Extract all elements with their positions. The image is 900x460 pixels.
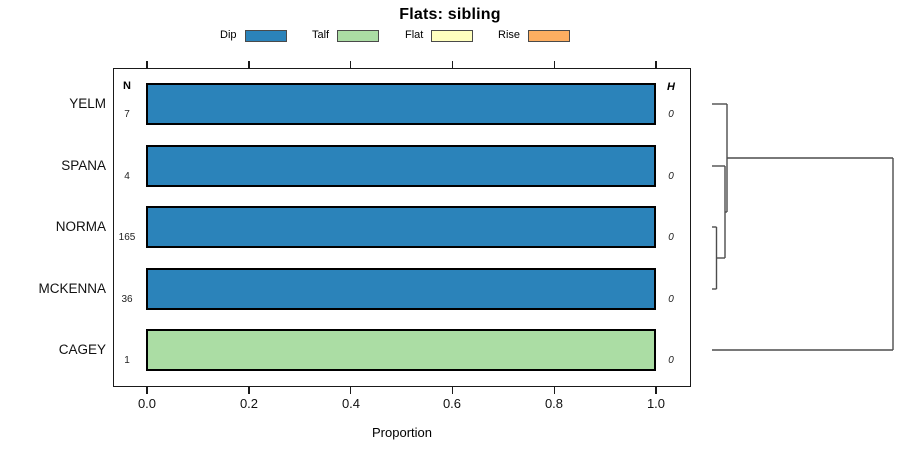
x-axis-title: Proportion [372, 425, 432, 440]
n-column-header: N [123, 80, 131, 92]
legend-swatch-dip [244, 29, 287, 42]
bar-spana [146, 145, 656, 187]
x-tick-label-3: 0.6 [442, 396, 462, 411]
bar-segment-talf [148, 331, 654, 369]
bottom-tick-1 [248, 387, 250, 394]
top-tick-4 [553, 61, 555, 68]
legend-item-rise: Rise [498, 28, 571, 43]
legend-label-talf: Talf [312, 29, 330, 41]
bar-segment-dip [148, 208, 654, 246]
row-label-mckenna: MCKENNA [38, 281, 106, 296]
top-tick-5 [655, 61, 657, 68]
h-value-spana: 0 [668, 171, 674, 182]
top-tick-2 [349, 61, 352, 68]
legend-label-flat: Flat [405, 29, 424, 41]
plot-area [113, 68, 691, 387]
legend-label-dip: Dip [220, 29, 237, 41]
bar-segment-dip [148, 147, 654, 185]
bar-yelm [146, 83, 656, 125]
chart-title: Flats: sibling [399, 6, 501, 23]
bar-norma [146, 206, 656, 248]
x-tick-label-1: 0.2 [239, 396, 259, 411]
bottom-tick-5 [655, 387, 657, 394]
legend-swatch-talf [337, 29, 380, 42]
bar-segment-dip [148, 85, 654, 123]
n-value-spana: 4 [124, 171, 130, 182]
legend-label-rise: Rise [498, 29, 521, 41]
h-value-norma: 0 [668, 232, 674, 243]
legend-item-talf: Talf [312, 28, 380, 43]
n-value-yelm: 7 [124, 109, 130, 120]
row-label-norma: NORMA [55, 219, 106, 234]
bar-segment-dip [148, 270, 654, 308]
legend-item-flat: Flat [405, 28, 474, 43]
n-value-norma: 165 [118, 232, 136, 243]
legend-swatch-rise [528, 29, 571, 42]
x-tick-label-4: 0.8 [544, 396, 564, 411]
h-column-header: H [667, 81, 675, 93]
top-tick-0 [146, 61, 148, 68]
bottom-tick-0 [146, 387, 148, 394]
legend-item-dip: Dip [220, 28, 287, 43]
top-tick-1 [248, 61, 250, 68]
n-value-cagey: 1 [124, 355, 130, 366]
x-tick-label-0: 0.0 [137, 396, 157, 411]
h-value-mckenna: 0 [668, 294, 674, 305]
bottom-tick-2 [349, 387, 352, 394]
bottom-tick-3 [451, 387, 454, 394]
row-label-yelm: YELM [69, 96, 106, 111]
row-label-spana: SPANA [61, 158, 106, 173]
top-tick-3 [451, 61, 454, 68]
bar-mckenna [146, 268, 656, 310]
row-label-cagey: CAGEY [58, 342, 106, 357]
legend-swatch-flat [431, 29, 474, 42]
bottom-tick-4 [553, 387, 555, 394]
h-value-yelm: 0 [668, 109, 674, 120]
x-tick-label-5: 1.0 [646, 396, 666, 411]
bar-cagey [146, 329, 656, 371]
n-value-mckenna: 36 [121, 294, 133, 305]
h-value-cagey: 0 [668, 355, 674, 366]
x-tick-label-2: 0.4 [341, 396, 361, 411]
